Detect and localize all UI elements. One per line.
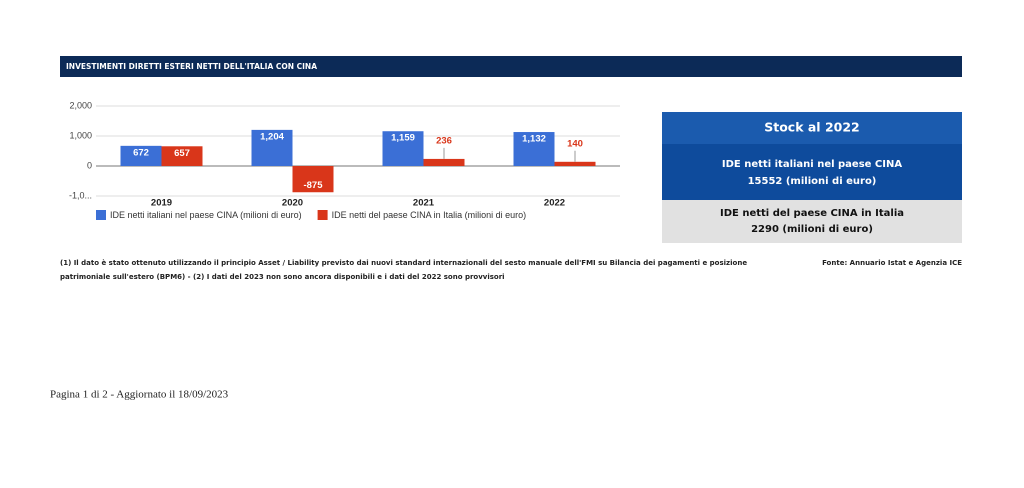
stock-foreign-box bbox=[662, 200, 962, 243]
stock-italy-value: 15552 (milioni di euro) bbox=[748, 176, 877, 187]
bar bbox=[382, 131, 424, 166]
header-bar bbox=[60, 56, 962, 77]
bar bbox=[161, 146, 203, 166]
note-line: patrimoniale sull'estero (BPM6) - (2) I … bbox=[60, 273, 505, 281]
value-label: 657 bbox=[174, 148, 190, 159]
stock-foreign-value: 2290 (milioni di euro) bbox=[751, 224, 873, 235]
y-tick-label: 1,000 bbox=[69, 130, 92, 140]
legend-label: IDE netti del paese CINA in Italia (mili… bbox=[332, 210, 527, 220]
source: Fonte: Annuario Istat e Agenzia ICE bbox=[822, 259, 962, 267]
value-label: 140 bbox=[567, 138, 583, 149]
x-tick-label: 2022 bbox=[544, 198, 565, 209]
value-label: 1,159 bbox=[391, 133, 415, 144]
value-label: 236 bbox=[436, 135, 452, 146]
value-label: 672 bbox=[133, 147, 149, 158]
bar bbox=[251, 129, 293, 166]
legend-label: IDE netti italiani nel paese CINA (milio… bbox=[110, 210, 302, 220]
value-label: 1,132 bbox=[522, 134, 546, 145]
footer: Pagina 1 di 2 - Aggiornato il 18/09/2023 bbox=[50, 389, 229, 401]
x-tick-label: 2021 bbox=[413, 198, 435, 209]
bar bbox=[513, 132, 555, 166]
bar bbox=[423, 158, 465, 166]
stock-italy-box bbox=[662, 144, 962, 200]
bar bbox=[120, 145, 162, 166]
stock-title: Stock al 2022 bbox=[764, 120, 860, 135]
header-title: INVESTIMENTI DIRETTI ESTERI NETTI DELL'I… bbox=[66, 62, 317, 71]
value-label: 1,204 bbox=[260, 131, 284, 142]
legend-swatch bbox=[317, 210, 328, 220]
y-tick-label: 0 bbox=[87, 160, 92, 170]
bar bbox=[292, 166, 334, 193]
stock-foreign-line: IDE netti del paese CINA in Italia bbox=[720, 208, 904, 219]
y-tick-label: -1,0... bbox=[69, 190, 92, 200]
stock-italy-line: IDE netti italiani nel paese CINA bbox=[722, 159, 902, 170]
legend-swatch bbox=[96, 210, 106, 220]
bar bbox=[554, 161, 596, 166]
stock-title-box bbox=[662, 112, 962, 144]
x-tick-label: 2020 bbox=[282, 198, 303, 209]
y-tick-label: 2,000 bbox=[69, 100, 92, 110]
x-tick-label: 2019 bbox=[151, 198, 172, 209]
note-line: (1) Il dato è stato ottenuto utilizzando… bbox=[60, 259, 747, 267]
chart: 2,000 1,000 0 -1,0... 2019 672 657 2020 1,204 -87… bbox=[69, 100, 620, 220]
value-label: -875 bbox=[303, 180, 323, 191]
